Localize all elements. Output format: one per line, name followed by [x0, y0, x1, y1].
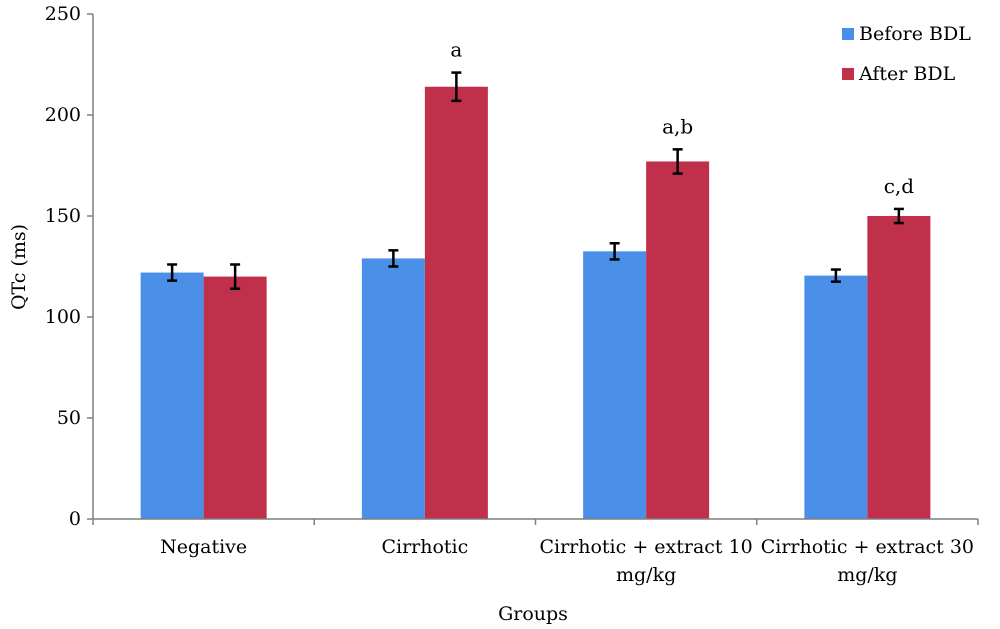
bar-after	[867, 216, 931, 519]
error-bars-layer	[167, 71, 904, 290]
legend-swatch	[842, 68, 854, 80]
error-bar	[609, 242, 620, 261]
y-axis-title: QTc (ms)	[8, 224, 30, 310]
y-tick-label: 200	[45, 104, 81, 126]
category-label: Negative	[160, 536, 247, 558]
bar-after	[646, 161, 710, 519]
error-bar	[672, 148, 683, 175]
bar-before	[361, 258, 425, 519]
category-label: Cirrhotic	[381, 536, 468, 558]
error-bar	[167, 263, 178, 282]
legend-label: After BDL	[858, 63, 956, 85]
bar-before	[804, 275, 868, 519]
legend-label: Before BDL	[859, 23, 971, 45]
bar-before	[583, 251, 647, 519]
y-tick-label: 0	[69, 508, 81, 530]
significance-label: c,d	[884, 174, 915, 198]
category-labels-layer: Negative Cirrhotic Cirrhotic + extract 10 m…	[160, 536, 974, 586]
error-bar	[830, 268, 841, 283]
significance-label: a	[450, 38, 462, 62]
y-tick-label: 250	[45, 3, 81, 25]
x-ticks-layer	[92, 519, 979, 525]
bar-after	[424, 86, 488, 519]
y-tick-label: 50	[57, 407, 81, 429]
category-label: mg/kg	[616, 564, 676, 586]
error-bar	[230, 263, 241, 290]
bar-before	[140, 272, 204, 519]
bar-after	[203, 276, 267, 519]
legend: Before BDL After BDL	[842, 23, 971, 85]
x-axis-title: Groups	[498, 603, 568, 625]
error-bar	[451, 71, 462, 103]
legend-swatch	[842, 28, 854, 40]
category-label: Cirrhotic + extract 30	[761, 536, 974, 558]
y-tick-label: 150	[45, 205, 81, 227]
annotations-layer: a a,b c,d	[450, 38, 914, 198]
y-ticks-layer: 0 50 100 150 200 250	[45, 3, 93, 530]
error-bar	[388, 249, 399, 268]
category-label: Cirrhotic + extract 10	[539, 536, 752, 558]
category-label: mg/kg	[837, 564, 897, 586]
bars-layer	[140, 86, 931, 519]
significance-label: a,b	[662, 114, 693, 138]
y-tick-label: 100	[45, 306, 81, 328]
error-bar	[893, 207, 904, 225]
